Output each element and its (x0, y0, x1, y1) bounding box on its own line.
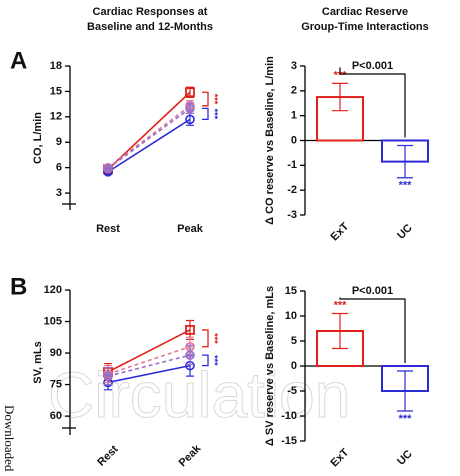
y-tick-label: -15 (281, 435, 297, 447)
y-tick-label: 9 (56, 136, 62, 148)
y-tick-label: 15 (50, 85, 62, 97)
marker (185, 350, 195, 360)
bracket (202, 354, 209, 367)
error-bar (332, 312, 348, 350)
x-tick-label: Peak (177, 442, 204, 469)
bracket (202, 329, 209, 348)
bracket (202, 91, 209, 107)
y-tick-label: 12 (50, 111, 62, 123)
x-tick-label: Rest (96, 223, 120, 235)
y-tick-label: 10 (285, 310, 297, 322)
y-axis-label: Δ SV reserve vs Baseline, mLs (264, 286, 276, 446)
series-line (107, 118, 191, 173)
column-title: Group-Time Interactions (301, 21, 429, 33)
marker (185, 325, 195, 335)
marker (103, 163, 113, 174)
y-tick-label: -2 (287, 184, 297, 196)
significance: *** (334, 299, 348, 311)
y-tick-label: 2 (291, 85, 297, 97)
series-line (107, 345, 191, 375)
x-tick-label: ExT (329, 220, 352, 243)
error-bar (397, 144, 413, 179)
error-bar (397, 370, 413, 412)
marker (185, 114, 195, 125)
x-tick-label: Peak (177, 223, 204, 235)
error-bar (332, 82, 348, 112)
bracket (202, 107, 209, 121)
comparison-bracket (339, 67, 406, 138)
watermark: Circulation (48, 359, 350, 431)
annotation: *** (210, 94, 220, 105)
significance: *** (399, 180, 413, 192)
x-tick-label: Rest (95, 443, 121, 469)
x-tick-label: ExT (329, 446, 352, 469)
column-title: Cardiac Responses at (93, 6, 208, 18)
y-tick-label: 0 (291, 134, 297, 146)
error-bar (186, 319, 194, 340)
annotation: *** (210, 109, 220, 120)
y-tick-label: 3 (291, 60, 297, 72)
y-tick-label: 90 (50, 347, 62, 359)
panel-label: A (10, 47, 27, 74)
axis-break (62, 203, 76, 429)
column-title: Cardiac Reserve (322, 6, 408, 18)
series-line (107, 329, 191, 373)
y-tick-label: 3 (56, 187, 62, 199)
marker (103, 371, 113, 381)
x-tick-label: UC (395, 448, 415, 468)
series-line (107, 107, 191, 170)
y-tick-label: 75 (50, 378, 62, 390)
marker (185, 103, 195, 114)
y-axis-label: Δ CO reserve vs Baseline, L/min (264, 56, 276, 225)
y-tick-label: -10 (281, 410, 297, 422)
y-tick-label: 120 (44, 284, 62, 296)
y-axis-label: CO, L/min (32, 112, 44, 164)
comparison-bracket (339, 297, 406, 363)
y-tick-label: -3 (287, 209, 297, 221)
annotation: *** (210, 333, 220, 344)
panel-label: B (10, 273, 27, 300)
y-tick-label: 15 (285, 285, 297, 297)
y-tick-label: -1 (287, 159, 297, 171)
y-tick-label: 60 (50, 410, 62, 422)
significance: *** (334, 69, 348, 81)
y-tick-label: 5 (291, 335, 297, 347)
y-tick-label: 18 (50, 60, 62, 72)
column-title: Baseline and 12-Months (87, 21, 213, 33)
y-tick-label: 0 (291, 360, 297, 372)
y-tick-label: 1 (291, 110, 297, 122)
comparison-label: P<0.001 (352, 285, 393, 297)
y-tick-label: 6 (56, 162, 62, 174)
series-line (107, 364, 191, 384)
y-tick-label: -5 (287, 385, 297, 397)
marker (185, 87, 195, 98)
series-line (107, 354, 191, 377)
annotation: *** (210, 355, 220, 366)
x-tick-label: UC (395, 222, 415, 242)
comparison-label: P<0.001 (352, 60, 393, 72)
y-tick-label: 105 (44, 315, 62, 327)
significance: *** (399, 413, 413, 425)
series-line (107, 105, 191, 169)
y-axis-label: SV, mLs (32, 341, 44, 383)
side-text: Downloaded (2, 405, 17, 472)
